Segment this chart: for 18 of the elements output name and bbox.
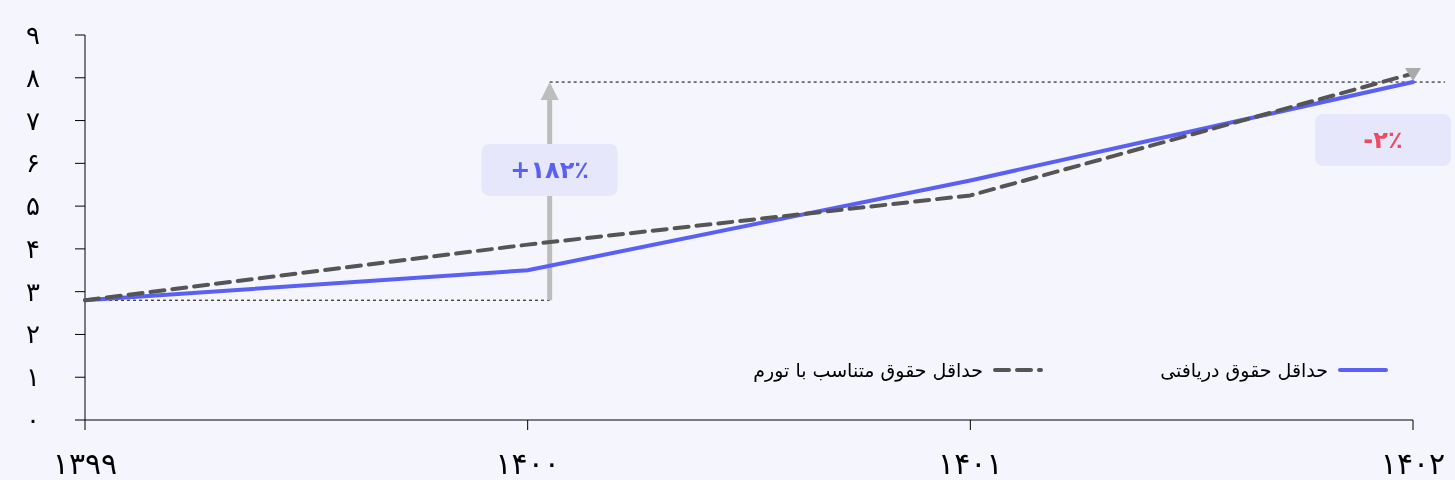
annotation: +۱۸۲٪ <box>510 156 590 184</box>
x-tick-label: ۱۳۹۹ <box>52 446 118 480</box>
y-tick-label: ۷ <box>26 105 41 136</box>
y-tick-label: ۸ <box>26 62 41 93</box>
y-tick-label: ۶ <box>26 148 40 179</box>
x-tick-label: ۱۴۰۰ <box>495 446 560 480</box>
y-tick-label: ۰ <box>26 405 40 435</box>
y-tick-label: ۵ <box>26 191 40 222</box>
x-tick-label: ۱۴۰۲ <box>1380 446 1446 480</box>
legend-label: حداقل حقوق متناسب با تورم <box>753 359 983 382</box>
y-tick-label: ۹ <box>26 20 40 50</box>
y-tick-label: ۲ <box>26 319 40 350</box>
y-tick-label: ۳ <box>26 276 41 307</box>
x-tick-label: ۱۴۰۱ <box>938 446 1003 480</box>
annotation: -۲٪ <box>1363 126 1403 154</box>
y-tick-label: ۱ <box>26 362 40 393</box>
y-tick-label: ۴ <box>26 233 40 264</box>
legend-label: حداقل حقوق دریافتی <box>1160 359 1328 382</box>
